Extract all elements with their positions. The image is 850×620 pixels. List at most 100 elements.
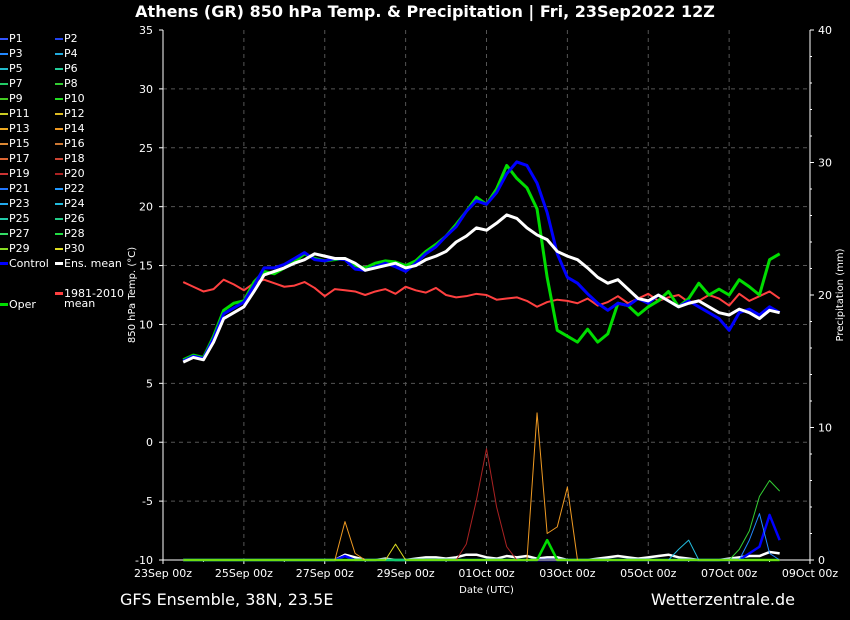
chart-title: Athens (GR) 850 hPa Temp. & Precipitatio… bbox=[135, 2, 715, 21]
precip-line-p14 bbox=[183, 412, 780, 561]
temp-line-control bbox=[182, 160, 781, 363]
legend-label: P12 bbox=[64, 107, 85, 120]
legend: P1 P2 P3 P4 P5 P6 P7 P8 P9 P10 P11 P12 P13 P14 P15 P16 P… bbox=[0, 32, 130, 322]
legend-label: P25 bbox=[9, 212, 30, 225]
temp-line-1981-2010-mean bbox=[182, 278, 781, 308]
legend-swatch bbox=[55, 233, 63, 235]
legend-swatch bbox=[55, 113, 63, 115]
x-tick-label: 07Oct 00z bbox=[701, 567, 758, 580]
y2-axis-label: Precipitation (mm) bbox=[835, 248, 846, 341]
legend-swatch bbox=[55, 83, 63, 85]
legend-swatch bbox=[0, 303, 8, 306]
legend-label: P6 bbox=[64, 62, 78, 75]
legend-swatch bbox=[55, 158, 63, 160]
precip-line-p30 bbox=[183, 543, 780, 561]
legend-label: P22 bbox=[64, 182, 85, 195]
x-tick-label: 01Oct 00z bbox=[458, 567, 515, 580]
legend-swatch bbox=[0, 83, 8, 85]
legend-swatch bbox=[0, 53, 8, 55]
legend-swatch bbox=[0, 218, 8, 220]
x-tick-label: 25Sep 00z bbox=[215, 567, 273, 580]
x-axis-label: Date (UTC) bbox=[459, 585, 514, 596]
legend-swatch bbox=[0, 128, 8, 130]
legend-label: P17 bbox=[9, 152, 30, 165]
legend-label: P4 bbox=[64, 47, 78, 60]
legend-swatch bbox=[55, 38, 63, 40]
legend-label: P23 bbox=[9, 197, 30, 210]
legend-label: P27 bbox=[9, 227, 30, 240]
x-tick-label: 09Oct 00z bbox=[782, 567, 839, 580]
legend-swatch bbox=[0, 98, 8, 100]
x-tick-label: 29Sep 00z bbox=[377, 567, 435, 580]
legend-label: Control bbox=[9, 257, 49, 270]
legend-swatch bbox=[0, 158, 8, 160]
legend-label: P1 bbox=[9, 32, 23, 45]
y-tick-label: 25 bbox=[139, 142, 153, 155]
legend-label: P10 bbox=[64, 92, 85, 105]
legend-label: P21 bbox=[9, 182, 30, 195]
y-tick-label: 5 bbox=[146, 377, 153, 390]
legend-swatch bbox=[55, 143, 63, 145]
legend-label: P9 bbox=[9, 92, 23, 105]
model-info: GFS Ensemble, 38N, 23.5E bbox=[120, 590, 334, 609]
y-tick-label: 35 bbox=[139, 24, 153, 37]
temp-line-ens-mean bbox=[182, 213, 781, 364]
y-tick-label: 10 bbox=[139, 318, 153, 331]
legend-swatch bbox=[55, 68, 63, 70]
legend-label: P16 bbox=[64, 137, 85, 150]
x-tick-label: 03Oct 00z bbox=[539, 567, 596, 580]
legend-swatch bbox=[55, 128, 63, 130]
legend-swatch bbox=[0, 203, 8, 205]
legend-swatch bbox=[55, 292, 63, 295]
legend-label: 1981-2010 bbox=[64, 287, 124, 300]
y2-tick-label: 20 bbox=[818, 289, 832, 302]
y-tick-label: -10 bbox=[135, 554, 153, 567]
legend-swatch bbox=[0, 248, 8, 250]
legend-swatch bbox=[0, 113, 8, 115]
legend-swatch bbox=[0, 233, 8, 235]
legend-label: P19 bbox=[9, 167, 30, 180]
legend-swatch bbox=[55, 203, 63, 205]
precip-line-p3 bbox=[183, 513, 780, 561]
source-credit: Wetterzentrale.de bbox=[650, 590, 795, 609]
legend-label: P28 bbox=[64, 227, 85, 240]
legend-swatch bbox=[55, 248, 63, 250]
legend-label: Oper bbox=[9, 298, 36, 311]
y-tick-label: 15 bbox=[139, 260, 153, 273]
temp-line-oper bbox=[182, 163, 781, 362]
legend-label: Ens. mean bbox=[64, 257, 122, 270]
legend-swatch bbox=[0, 188, 8, 190]
legend-label: P30 bbox=[64, 242, 85, 255]
legend-label: P14 bbox=[64, 122, 85, 135]
y2-tick-label: 0 bbox=[818, 554, 825, 567]
legend-swatch bbox=[55, 53, 63, 55]
y-tick-label: 30 bbox=[139, 83, 153, 96]
x-tick-label: 27Sep 00z bbox=[296, 567, 354, 580]
legend-label: P3 bbox=[9, 47, 23, 60]
legend-swatch bbox=[55, 98, 63, 100]
x-tick-label: 05Oct 00z bbox=[620, 567, 677, 580]
legend-swatch bbox=[0, 143, 8, 145]
legend-label: P15 bbox=[9, 137, 30, 150]
legend-swatch bbox=[0, 262, 8, 265]
legend-swatch bbox=[55, 262, 63, 265]
y2-tick-label: 30 bbox=[818, 157, 832, 170]
legend-label: mean bbox=[64, 297, 96, 310]
precip-line-p8 bbox=[183, 480, 781, 561]
y-tick-label: 0 bbox=[146, 436, 153, 449]
legend-swatch bbox=[55, 173, 63, 175]
y2-tick-label: 40 bbox=[818, 24, 832, 37]
legend-label: P8 bbox=[64, 77, 78, 90]
legend-swatch bbox=[0, 68, 8, 70]
legend-label: P18 bbox=[64, 152, 85, 165]
legend-label: P7 bbox=[9, 77, 23, 90]
legend-label: P2 bbox=[64, 32, 78, 45]
legend-swatch bbox=[0, 173, 8, 175]
legend-label: P29 bbox=[9, 242, 30, 255]
y-axis-label: 850 hPa Temp. (°C) bbox=[127, 247, 138, 343]
legend-swatch bbox=[55, 188, 63, 190]
precip-line-control bbox=[183, 513, 781, 562]
legend-swatch bbox=[55, 218, 63, 220]
legend-label: P5 bbox=[9, 62, 23, 75]
legend-label: P20 bbox=[64, 167, 85, 180]
